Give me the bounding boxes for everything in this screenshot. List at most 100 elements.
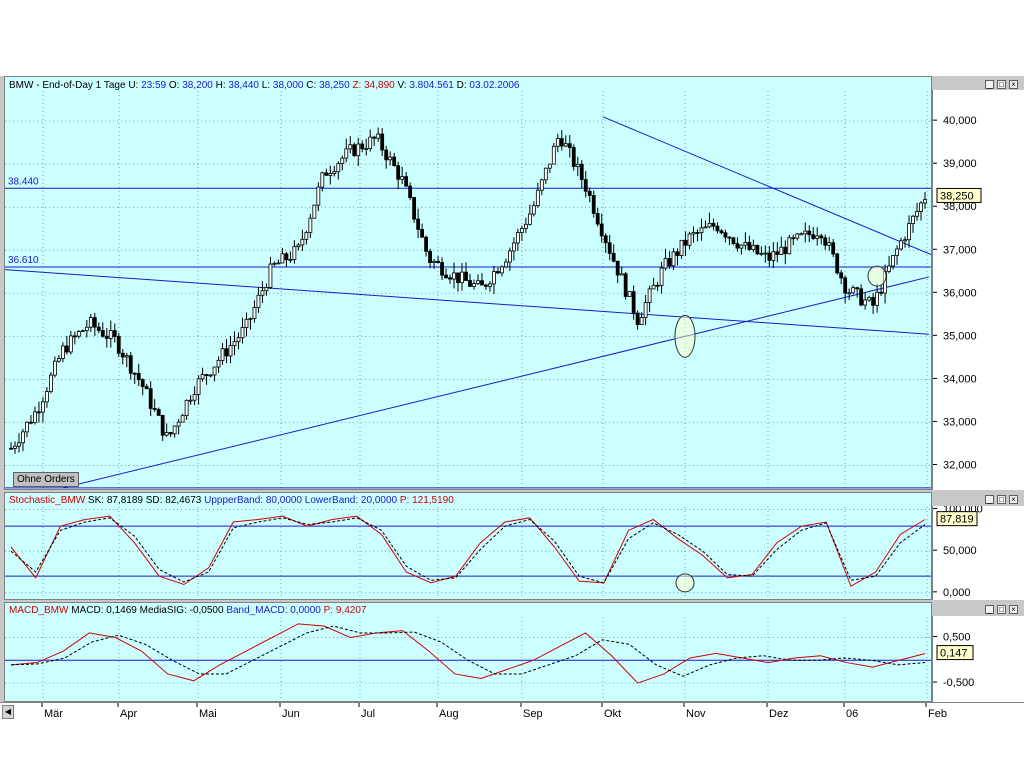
candle-body	[795, 233, 800, 239]
x-tick-label: Sep	[523, 708, 543, 720]
candle-body	[448, 277, 452, 280]
candle-body	[767, 252, 772, 261]
candle-body	[631, 291, 636, 314]
candle-body	[508, 250, 512, 263]
candle-body	[440, 262, 444, 276]
candle-body	[843, 277, 848, 294]
last-value-box	[936, 187, 982, 203]
price-minimize-icon[interactable]: _	[985, 80, 994, 89]
candle-body	[651, 284, 656, 290]
candle-body	[428, 250, 432, 263]
macd-minimize-icon[interactable]: _	[985, 605, 994, 614]
scroll-left-icon[interactable]: ◀	[2, 705, 14, 719]
d-value: 03.02.2006	[469, 80, 520, 91]
hline-label: 36.610	[8, 255, 39, 266]
candle-body	[200, 374, 205, 380]
candle-body	[891, 255, 895, 267]
candle-body	[140, 379, 145, 388]
candle-body	[627, 291, 632, 297]
candle-body	[671, 251, 676, 267]
u-value: 23:59	[141, 80, 167, 91]
candle-body	[456, 272, 460, 284]
stochastic-pane[interactable]: Stochastic_BMW SK: 87,8189 SD: 82,4673 U…	[4, 492, 932, 600]
candle-body	[527, 213, 532, 225]
candle-body	[408, 185, 413, 198]
candle-body	[855, 287, 860, 290]
d-label: D:	[456, 80, 467, 91]
candle-body	[567, 143, 572, 148]
candle-body	[272, 262, 277, 265]
candle-body	[903, 239, 907, 242]
candle-body	[719, 230, 724, 234]
candle-body	[755, 244, 760, 255]
candle-body	[496, 271, 500, 274]
y-tick-label: 0,500	[943, 632, 971, 644]
macd-maximize-icon[interactable]: □	[997, 605, 1006, 614]
candle-body	[500, 266, 504, 274]
stochastic-axis: 0,000 50,000 100,000 87,819	[932, 504, 1024, 600]
candle-body	[923, 199, 927, 204]
candle-body	[45, 391, 49, 403]
candle-body	[300, 238, 305, 246]
candle-body	[76, 331, 81, 337]
last-value-label: 38,250	[940, 190, 974, 202]
candle-body	[220, 348, 225, 361]
candle-body	[396, 165, 401, 180]
candle-body	[727, 236, 732, 239]
orders-button[interactable]: Ohne Orders	[13, 472, 79, 487]
candle-body	[599, 223, 604, 237]
stochastic-chart-svg[interactable]	[5, 493, 931, 599]
candle-body	[168, 432, 173, 435]
candle-body	[519, 228, 524, 233]
macd-chart-svg[interactable]	[5, 603, 931, 701]
stochastic-close-icon[interactable]: ×	[1009, 495, 1018, 504]
candle-body	[907, 223, 911, 241]
stochastic-lower: LowerBand: 20,0000	[304, 495, 398, 506]
candle-body	[56, 358, 61, 362]
candle-body	[392, 156, 397, 167]
candle-body	[156, 408, 161, 416]
price-chart-svg[interactable]: 38.440 36.610	[5, 77, 931, 489]
macd-line	[10, 623, 926, 684]
candle-body	[663, 258, 668, 269]
stochastic-name: Stochastic_BMW	[9, 495, 86, 506]
candle-body	[723, 232, 728, 238]
price-axis: 32,000 33,000 34,000 35,000 36,000 37,000 38,0…	[932, 90, 1024, 490]
x-tick-label: Jun	[282, 708, 300, 720]
x-tick-label: 06	[846, 708, 858, 720]
candle-body	[895, 248, 899, 256]
candle-body	[683, 239, 688, 246]
x-tick-label: Apr	[120, 708, 137, 720]
x-tick-label: Nov	[686, 708, 706, 720]
candle-body	[340, 157, 345, 165]
price-close-icon[interactable]: ×	[1009, 80, 1018, 89]
candle-body	[811, 234, 816, 239]
stochastic-maximize-icon[interactable]: □	[997, 495, 1006, 504]
candle-body	[212, 366, 217, 376]
candle-body	[312, 204, 317, 219]
candle-body	[799, 233, 804, 236]
candle-body	[17, 442, 21, 447]
symbol-title: BMW - End-of-Day 1 Tage	[9, 80, 126, 91]
macd-axis: -0,500 0,500 0,147	[932, 616, 1024, 702]
candle-body	[228, 345, 233, 357]
candle-body	[699, 227, 704, 234]
stochastic-minimize-icon[interactable]: _	[985, 495, 994, 504]
c-label: C:	[306, 80, 317, 91]
macd-pane[interactable]: MACD_BMW MACD: 0,1469 MediaSIG: -0,0500 …	[4, 602, 932, 702]
candle-body	[504, 261, 508, 268]
price-pane[interactable]: BMW - End-of-Day 1 Tage U: 23:59 O: 38,2…	[4, 76, 932, 490]
candle-body	[863, 299, 868, 306]
candle-body	[164, 432, 169, 436]
candle-body	[603, 235, 608, 244]
candle-body	[92, 317, 97, 328]
price-maximize-icon[interactable]: □	[997, 80, 1006, 89]
macd-close-icon[interactable]: ×	[1009, 605, 1018, 614]
y-tick-label: 36,000	[943, 287, 977, 299]
candle-body	[180, 415, 185, 423]
l-label: L:	[261, 80, 271, 91]
candle-body	[184, 399, 189, 416]
candle-body	[747, 242, 752, 250]
candle-body	[711, 222, 716, 227]
candle-body	[879, 291, 883, 294]
